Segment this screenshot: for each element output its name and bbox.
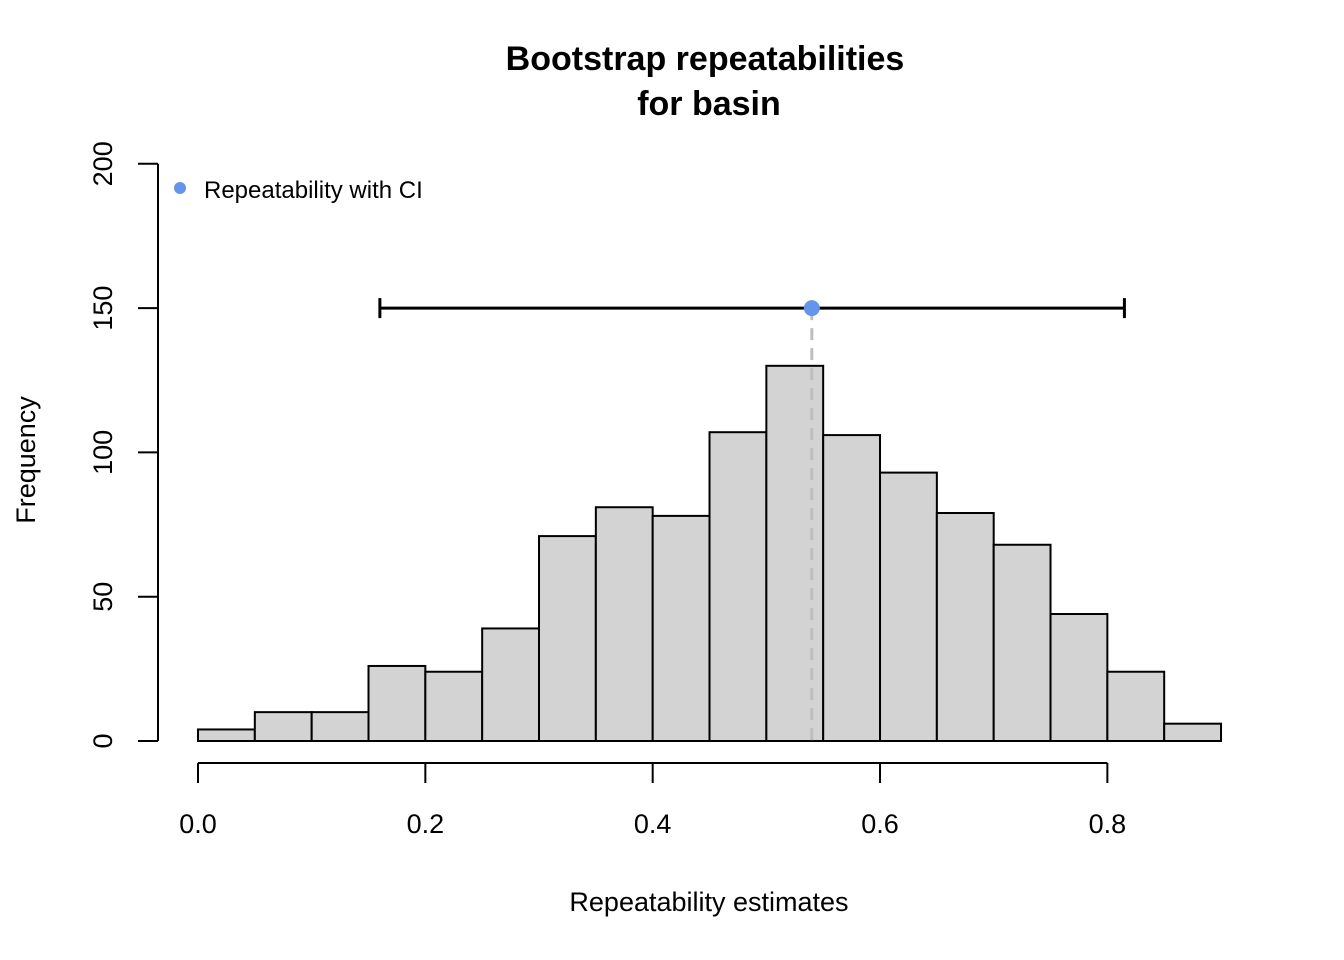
x-tick-label: 0.6 [861, 809, 899, 839]
histogram-bar [367, 664, 427, 742]
y-tick-label: 150 [88, 286, 118, 331]
histogram-bar [1106, 670, 1166, 743]
histogram-bar [424, 670, 484, 743]
chart-title: Bootstrap repeatabilities [506, 40, 905, 78]
histogram-bar [481, 627, 541, 742]
legend: Repeatability with CI [174, 177, 423, 204]
y-tick-label: 0 [88, 733, 118, 748]
x-tick-label: 0.8 [1089, 809, 1127, 839]
legend-point-icon [174, 182, 186, 194]
histogram-bar [765, 364, 825, 742]
histogram-bar [992, 543, 1052, 743]
x-axis-label: Repeatability estimates [569, 887, 848, 917]
bars-layer [197, 364, 1223, 743]
x-tick-label: 0.4 [634, 809, 672, 839]
histogram-bar [879, 471, 938, 742]
histogram-bar [1163, 722, 1223, 743]
histogram-bar [1049, 613, 1109, 742]
histogram-bar [822, 434, 882, 742]
histogram-bar [197, 728, 256, 742]
x-tick-label: 0.0 [179, 809, 217, 839]
y-tick-label: 200 [88, 141, 118, 186]
legend-label: Repeatability with CI [204, 177, 423, 204]
estimate-layer [378, 298, 1126, 741]
axes-layer: 0.0 0.2 0.4 0.6 0.8 0 50 100 150 200 [88, 141, 1126, 839]
y-tick-label: 100 [88, 430, 118, 475]
histogram-bar [253, 711, 313, 743]
histogram-bar [538, 535, 597, 742]
histogram-bar [594, 506, 654, 743]
y-axis-label: Frequency [11, 396, 41, 524]
histogram-bar [708, 431, 768, 742]
chart-subtitle: for basin [637, 85, 781, 123]
x-tick-label: 0.2 [407, 809, 445, 839]
histogram-bar [935, 512, 995, 742]
histogram-bar [310, 711, 370, 743]
y-tick-label: 50 [88, 582, 118, 612]
histogram-bar [651, 514, 711, 743]
estimate-point [803, 300, 820, 317]
